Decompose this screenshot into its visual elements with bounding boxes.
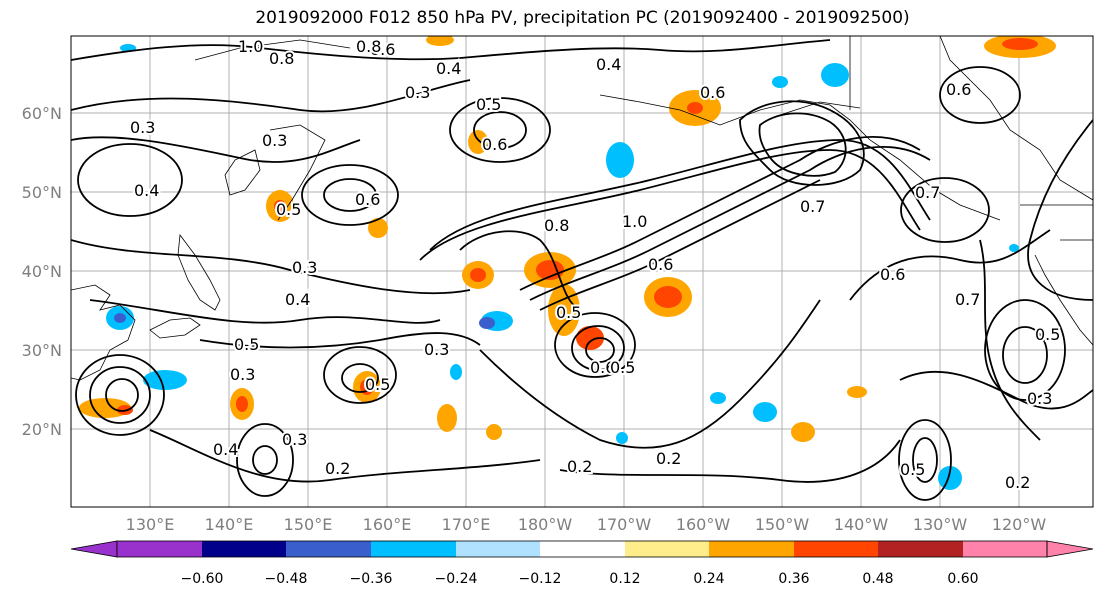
contour-label: 0.6 (355, 190, 380, 209)
lat-label: 50°N (21, 183, 62, 202)
lat-label: 20°N (21, 420, 62, 439)
plot-title: 2019092000 F012 850 hPa PV, precipitatio… (255, 8, 910, 28)
contour-label: 0.6 (590, 358, 615, 377)
lon-label: 170°E (441, 515, 491, 534)
contour-label: 0.3 (230, 365, 255, 384)
colorbar-tick-label: −0.24 (434, 571, 478, 587)
lon-label: 120°W (991, 515, 1047, 534)
colorbar-tick-label: −0.12 (518, 571, 562, 587)
contour-label: 0.4 (134, 181, 159, 200)
contour-labels: 0.3 0.5 0.3 0.4 0.5 0.3 0.2 0.3 0.2 0.2 … (128, 36, 1062, 494)
contour-label: 0.6 (946, 80, 971, 99)
colorbar-tick-label: 0.60 (947, 571, 979, 587)
lon-label: 150°W (754, 515, 810, 534)
contour-label: 1.0 (622, 212, 647, 231)
colorbar-tick-label: 0.12 (609, 571, 641, 587)
contour-label: 0.2 (567, 457, 592, 476)
contour-label: 0.4 (596, 55, 621, 74)
contour-label: 0.3 (424, 340, 449, 359)
contour-label: 0.5 (1035, 325, 1060, 344)
pv-contours (71, 39, 1093, 501)
precip-shading (79, 36, 1056, 490)
coastlines (71, 36, 1093, 381)
colorbar-tick-label: −0.48 (264, 571, 308, 587)
contour-label: 0.6 (482, 135, 507, 154)
lon-label: 160°E (362, 515, 412, 534)
contour-label: 0.7 (800, 197, 825, 216)
lon-label: 130°E (125, 515, 175, 534)
contour-label: 0.5 (610, 358, 635, 377)
contour-label: 0.3 (282, 430, 307, 449)
contour-label: 0.2 (656, 449, 681, 468)
contour-label: 0.6 (648, 255, 673, 274)
colorbar-tick-label: −0.36 (349, 571, 393, 587)
lat-label: 30°N (21, 341, 62, 360)
contour-label: 0.3 (292, 258, 317, 277)
contour-label: 0.4 (213, 440, 238, 459)
colorbar-tick-label: 0.24 (693, 571, 725, 587)
contour-label: 1.0 (238, 37, 263, 56)
contour-label: 0.6 (700, 83, 725, 102)
lon-label: 140°E (204, 515, 254, 534)
graticule (71, 36, 1093, 507)
contour-label: 0.5 (234, 335, 259, 354)
contour-label: 0.8 (356, 37, 381, 56)
contour-label: 0.5 (556, 303, 581, 322)
contour-label: 0.4 (285, 290, 310, 309)
contour-label: 0.3 (405, 83, 430, 102)
map-frame (70, 35, 1094, 508)
colorbar-tick-label: −0.60 (180, 571, 224, 587)
contour-label: 0.5 (365, 375, 390, 394)
contour-label: 0.8 (544, 216, 569, 235)
lat-label: 40°N (21, 262, 62, 281)
contour-label: 0.3 (130, 118, 155, 137)
lon-label: 160°W (675, 515, 731, 534)
contour-label: 0.5 (900, 460, 925, 479)
lon-label: 140°W (833, 515, 889, 534)
contour-label: 0.3 (262, 131, 287, 150)
contour-label: 0.6 (370, 40, 395, 59)
contour-label: 0.2 (1005, 473, 1030, 492)
contour-label: 0.7 (915, 183, 940, 202)
lon-label: 170°W (596, 515, 652, 534)
contour-label: 0.5 (476, 95, 501, 114)
contour-label: 0.7 (955, 290, 980, 309)
colorbar-tick-label: 0.48 (862, 571, 894, 587)
lon-label: 150°E (283, 515, 333, 534)
lon-label: 180°W (517, 515, 573, 534)
colorbar-tick-label: 0.36 (778, 571, 810, 587)
contour-label: 0.4 (436, 59, 461, 78)
lon-label: 130°W (912, 515, 968, 534)
contour-label: 0.8 (269, 49, 294, 68)
contour-label: 0.2 (325, 459, 350, 478)
colorbar (70, 540, 1094, 558)
contour-label: 0.3 (1027, 389, 1052, 408)
contour-label: 0.6 (880, 265, 905, 284)
lat-label: 60°N (21, 104, 62, 123)
contour-label: 0.5 (276, 200, 301, 219)
